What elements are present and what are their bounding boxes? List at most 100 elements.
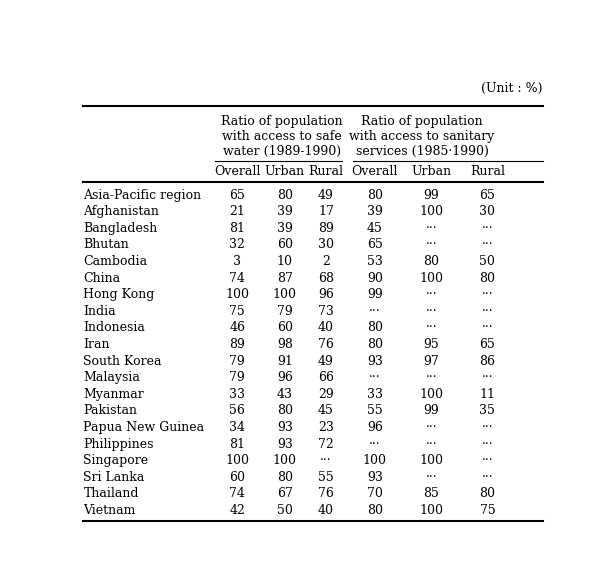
Text: ···: ··· bbox=[426, 421, 437, 434]
Text: 76: 76 bbox=[318, 338, 334, 351]
Text: 74: 74 bbox=[230, 488, 245, 500]
Text: 98: 98 bbox=[277, 338, 293, 351]
Text: Bhutan: Bhutan bbox=[84, 239, 130, 251]
Text: 100: 100 bbox=[273, 288, 297, 301]
Text: 39: 39 bbox=[277, 205, 293, 218]
Text: 34: 34 bbox=[229, 421, 246, 434]
Text: 53: 53 bbox=[367, 255, 382, 268]
Text: ···: ··· bbox=[481, 421, 493, 434]
Text: 42: 42 bbox=[230, 504, 245, 517]
Text: 45: 45 bbox=[367, 222, 382, 235]
Text: 100: 100 bbox=[420, 504, 444, 517]
Text: ···: ··· bbox=[426, 438, 437, 451]
Text: 50: 50 bbox=[277, 504, 293, 517]
Text: 93: 93 bbox=[367, 471, 382, 484]
Text: ···: ··· bbox=[369, 438, 381, 451]
Text: 30: 30 bbox=[318, 239, 334, 251]
Text: 81: 81 bbox=[229, 222, 246, 235]
Text: 55: 55 bbox=[318, 471, 334, 484]
Text: Iran: Iran bbox=[84, 338, 110, 351]
Text: 75: 75 bbox=[230, 305, 245, 318]
Text: ···: ··· bbox=[426, 239, 437, 251]
Text: 46: 46 bbox=[229, 321, 246, 335]
Text: Philippines: Philippines bbox=[84, 438, 154, 451]
Text: 90: 90 bbox=[367, 271, 382, 285]
Text: ···: ··· bbox=[481, 288, 493, 301]
Text: 60: 60 bbox=[229, 471, 246, 484]
Text: 79: 79 bbox=[230, 355, 245, 367]
Text: ···: ··· bbox=[481, 239, 493, 251]
Text: 70: 70 bbox=[367, 488, 382, 500]
Text: 99: 99 bbox=[367, 288, 382, 301]
Text: Urban: Urban bbox=[411, 165, 452, 178]
Text: 97: 97 bbox=[423, 355, 439, 367]
Text: Papua New Guinea: Papua New Guinea bbox=[84, 421, 205, 434]
Text: 65: 65 bbox=[367, 239, 382, 251]
Text: 100: 100 bbox=[420, 388, 444, 401]
Text: 80: 80 bbox=[277, 189, 293, 202]
Text: ···: ··· bbox=[369, 371, 381, 384]
Text: 11: 11 bbox=[480, 388, 496, 401]
Text: ···: ··· bbox=[426, 471, 437, 484]
Text: 73: 73 bbox=[318, 305, 334, 318]
Text: 85: 85 bbox=[423, 488, 439, 500]
Text: 95: 95 bbox=[423, 338, 439, 351]
Text: Cambodia: Cambodia bbox=[84, 255, 148, 268]
Text: 29: 29 bbox=[318, 388, 334, 401]
Text: ···: ··· bbox=[426, 222, 437, 235]
Text: 99: 99 bbox=[423, 189, 439, 202]
Text: 100: 100 bbox=[363, 454, 387, 467]
Text: 96: 96 bbox=[367, 421, 382, 434]
Text: 60: 60 bbox=[277, 239, 293, 251]
Text: 100: 100 bbox=[225, 288, 249, 301]
Text: ···: ··· bbox=[369, 305, 381, 318]
Text: 3: 3 bbox=[233, 255, 241, 268]
Text: 93: 93 bbox=[367, 355, 382, 367]
Text: 87: 87 bbox=[277, 271, 293, 285]
Text: 80: 80 bbox=[367, 338, 382, 351]
Text: 49: 49 bbox=[318, 189, 334, 202]
Text: ···: ··· bbox=[481, 371, 493, 384]
Text: 35: 35 bbox=[480, 404, 496, 417]
Text: ···: ··· bbox=[426, 305, 437, 318]
Text: Ratio of population
with access to sanitary
services (1985·1990): Ratio of population with access to sanit… bbox=[349, 115, 495, 158]
Text: Afghanistan: Afghanistan bbox=[84, 205, 159, 218]
Text: Urban: Urban bbox=[265, 165, 305, 178]
Text: 67: 67 bbox=[277, 488, 293, 500]
Text: 80: 80 bbox=[423, 255, 439, 268]
Text: 80: 80 bbox=[367, 321, 382, 335]
Text: 80: 80 bbox=[277, 404, 293, 417]
Text: 91: 91 bbox=[277, 355, 293, 367]
Text: 60: 60 bbox=[277, 321, 293, 335]
Text: 65: 65 bbox=[480, 338, 496, 351]
Text: 50: 50 bbox=[480, 255, 496, 268]
Text: 79: 79 bbox=[230, 371, 245, 384]
Text: Rural: Rural bbox=[470, 165, 505, 178]
Text: 100: 100 bbox=[273, 454, 297, 467]
Text: 32: 32 bbox=[230, 239, 245, 251]
Text: ···: ··· bbox=[481, 222, 493, 235]
Text: 99: 99 bbox=[423, 404, 439, 417]
Text: 68: 68 bbox=[318, 271, 334, 285]
Text: 66: 66 bbox=[318, 371, 334, 384]
Text: (Unit : %): (Unit : %) bbox=[481, 81, 543, 94]
Text: ···: ··· bbox=[481, 305, 493, 318]
Text: Asia-Pacific region: Asia-Pacific region bbox=[84, 189, 202, 202]
Text: 21: 21 bbox=[230, 205, 245, 218]
Text: 80: 80 bbox=[480, 488, 496, 500]
Text: Ratio of population
with access to safe
water (1989-1990): Ratio of population with access to safe … bbox=[221, 115, 343, 158]
Text: 76: 76 bbox=[318, 488, 334, 500]
Text: 100: 100 bbox=[420, 205, 444, 218]
Text: 30: 30 bbox=[480, 205, 496, 218]
Text: Vietnam: Vietnam bbox=[84, 504, 136, 517]
Text: Overall: Overall bbox=[351, 165, 398, 178]
Text: 89: 89 bbox=[230, 338, 245, 351]
Text: 23: 23 bbox=[318, 421, 334, 434]
Text: ···: ··· bbox=[481, 321, 493, 335]
Text: 86: 86 bbox=[480, 355, 496, 367]
Text: ···: ··· bbox=[481, 471, 493, 484]
Text: 80: 80 bbox=[367, 504, 382, 517]
Text: ···: ··· bbox=[426, 321, 437, 335]
Text: 79: 79 bbox=[277, 305, 293, 318]
Text: Indonesia: Indonesia bbox=[84, 321, 145, 335]
